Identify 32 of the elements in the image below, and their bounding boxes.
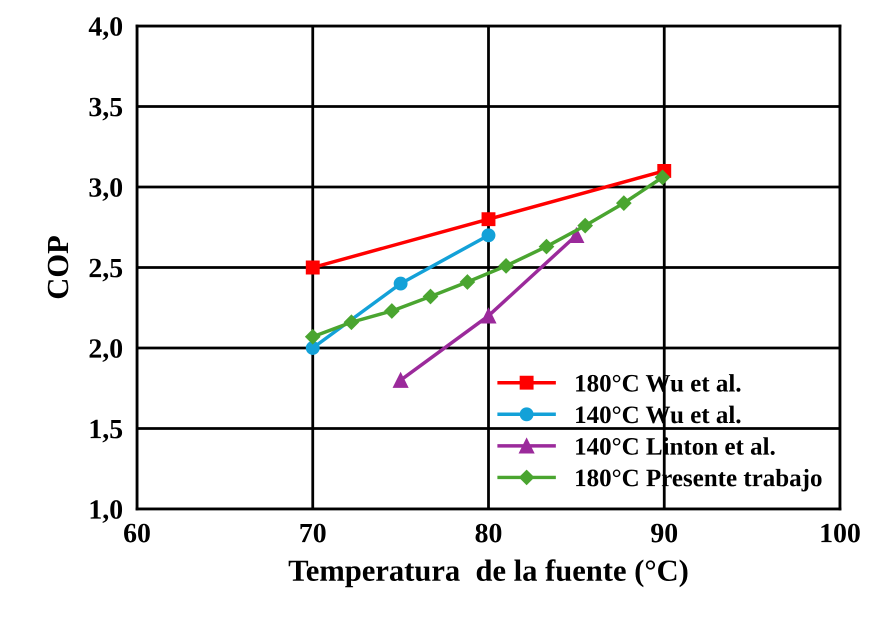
x-axis-title: Temperatura de la fuente (°C) xyxy=(288,559,688,588)
point xyxy=(498,258,514,274)
point xyxy=(568,228,584,243)
y-tick-label: 1,5 xyxy=(90,420,122,442)
point xyxy=(578,218,593,234)
point xyxy=(482,212,496,226)
point xyxy=(305,329,320,344)
point xyxy=(394,276,408,291)
point xyxy=(392,372,408,388)
point xyxy=(460,274,475,290)
x-tick-label: 100 xyxy=(821,524,860,542)
point xyxy=(306,341,320,355)
point xyxy=(482,228,496,242)
y-tick-label: 3,0 xyxy=(89,178,122,201)
point xyxy=(422,288,438,304)
y-tick-label: 4,0 xyxy=(88,17,122,40)
point xyxy=(480,308,496,324)
x-tick-label: 60 xyxy=(124,524,150,542)
y-tick-label: 2,5 xyxy=(90,258,122,282)
y-axis-title: COP xyxy=(48,236,68,298)
point xyxy=(306,260,320,274)
x-tick-label: 70 xyxy=(300,524,326,542)
x-tick-label: 80 xyxy=(476,524,502,542)
point xyxy=(344,314,359,330)
point xyxy=(616,196,632,211)
point xyxy=(654,170,670,185)
x-tick-label: 90 xyxy=(651,524,678,542)
point xyxy=(384,303,400,319)
y-tick-label: 1,0 xyxy=(90,500,122,523)
y-tick-label: 2,0 xyxy=(90,339,122,362)
y-tick-label: 3,5 xyxy=(89,98,122,120)
point xyxy=(538,239,554,254)
